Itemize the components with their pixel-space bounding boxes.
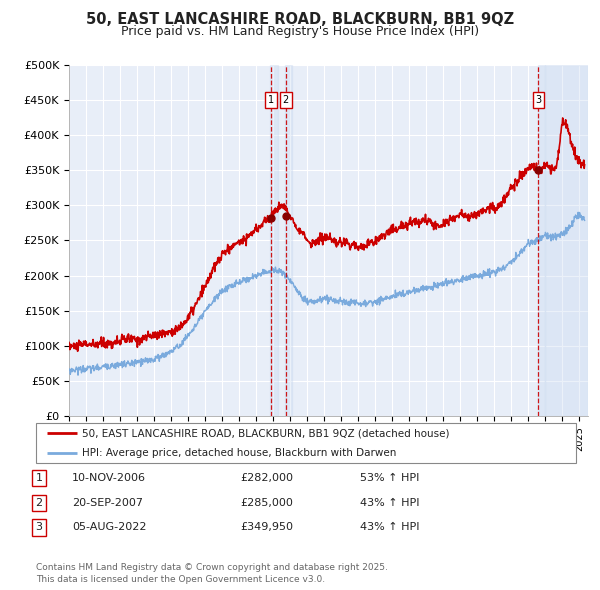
Text: 50, EAST LANCASHIRE ROAD, BLACKBURN, BB1 9QZ (detached house): 50, EAST LANCASHIRE ROAD, BLACKBURN, BB1… bbox=[82, 428, 449, 438]
Bar bbox=[270, 65, 278, 416]
Text: HPI: Average price, detached house, Blackburn with Darwen: HPI: Average price, detached house, Blac… bbox=[82, 448, 396, 458]
Text: £282,000: £282,000 bbox=[240, 473, 293, 483]
Text: 05-AUG-2022: 05-AUG-2022 bbox=[72, 523, 146, 532]
Text: 43% ↑ HPI: 43% ↑ HPI bbox=[360, 498, 419, 507]
Text: £285,000: £285,000 bbox=[240, 498, 293, 507]
Text: 3: 3 bbox=[535, 95, 542, 105]
Text: 1: 1 bbox=[268, 95, 274, 105]
Text: 1: 1 bbox=[35, 473, 43, 483]
Text: 20-SEP-2007: 20-SEP-2007 bbox=[72, 498, 143, 507]
Text: Price paid vs. HM Land Registry's House Price Index (HPI): Price paid vs. HM Land Registry's House … bbox=[121, 25, 479, 38]
Text: 2: 2 bbox=[283, 95, 289, 105]
Text: 2: 2 bbox=[35, 498, 43, 507]
Bar bbox=[285, 65, 292, 416]
Text: Contains HM Land Registry data © Crown copyright and database right 2025.
This d: Contains HM Land Registry data © Crown c… bbox=[36, 563, 388, 584]
Text: £349,950: £349,950 bbox=[240, 523, 293, 532]
Text: 43% ↑ HPI: 43% ↑ HPI bbox=[360, 523, 419, 532]
Text: 10-NOV-2006: 10-NOV-2006 bbox=[72, 473, 146, 483]
Bar bbox=[538, 65, 545, 416]
Bar bbox=[545, 65, 588, 416]
FancyBboxPatch shape bbox=[36, 423, 576, 463]
Text: 50, EAST LANCASHIRE ROAD, BLACKBURN, BB1 9QZ: 50, EAST LANCASHIRE ROAD, BLACKBURN, BB1… bbox=[86, 12, 514, 27]
Text: 3: 3 bbox=[35, 523, 43, 532]
Text: 53% ↑ HPI: 53% ↑ HPI bbox=[360, 473, 419, 483]
